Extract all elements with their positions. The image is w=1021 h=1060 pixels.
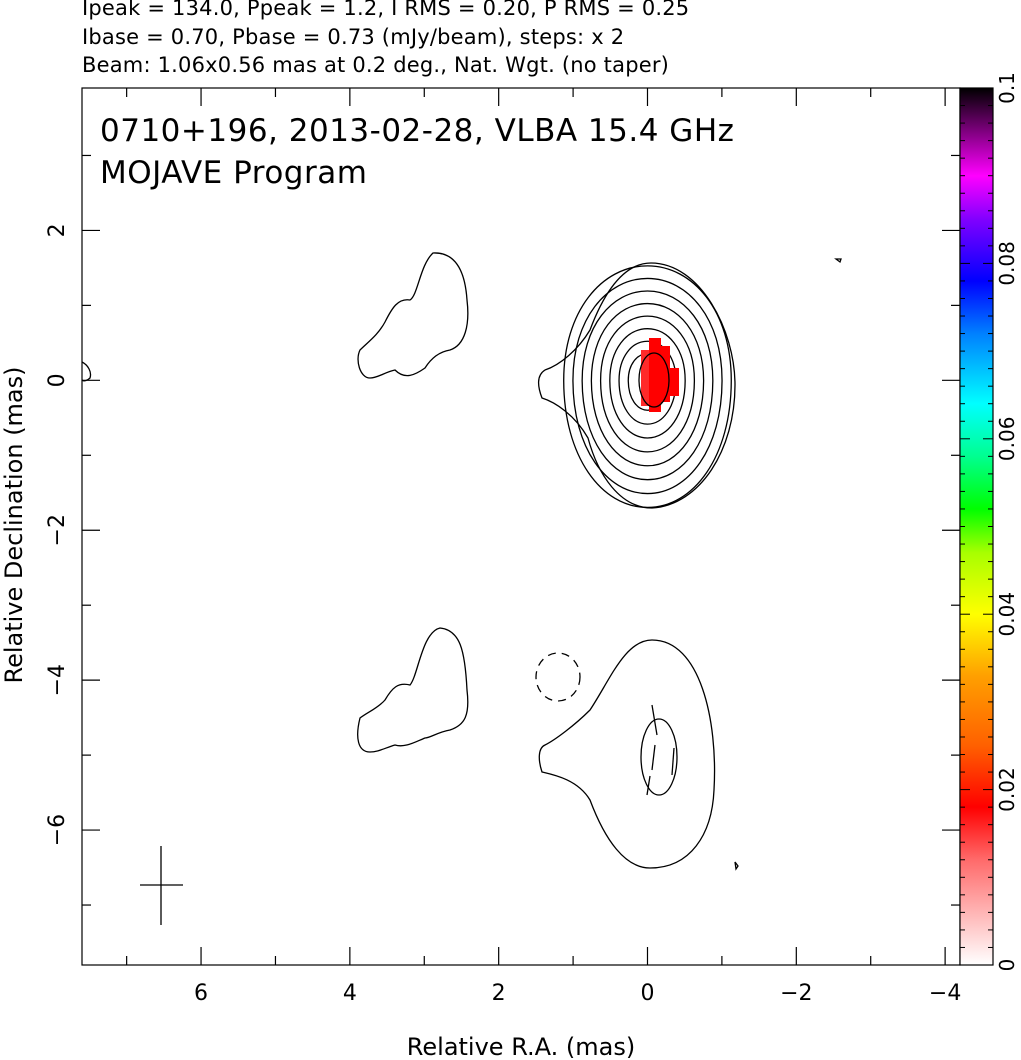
- colorbar-tick-label: 0.04: [995, 592, 1019, 637]
- header-line-1: Ipeak = 134.0, Ppeak = 1.2, I RMS = 0.20…: [82, 0, 690, 20]
- chart-title: 0710+196, 2013-02-28, VLBA 15.4 GHz: [100, 113, 734, 149]
- core-contour-ring: [599, 315, 696, 453]
- y-tick-label: −6: [45, 814, 70, 846]
- jet-blob-contour: [357, 252, 469, 379]
- colorbar-tick-label: 0.02: [995, 767, 1019, 812]
- upper-panel-contours: [82, 252, 842, 509]
- lower-jet-blob-contour: [357, 627, 469, 753]
- edge-contour-fragment: [82, 361, 92, 382]
- evpa-vector: [651, 704, 658, 736]
- y-tick-label: 0: [45, 373, 70, 387]
- colorbar-tick-labels: 0 0.02 0.04 0.06 0.08 0.1: [995, 72, 1019, 971]
- core-inner-contour: [638, 352, 670, 408]
- contour-map: [82, 252, 842, 925]
- core-contour-ring: [563, 265, 732, 509]
- negative-contour-dashed: [535, 652, 581, 702]
- evpa-vector: [671, 747, 675, 776]
- core-contour-ring: [581, 290, 714, 481]
- x-tick-label: 0: [640, 981, 654, 1006]
- colorbar-tick-label: 0: [995, 959, 1019, 972]
- lower-panel-contours: [357, 627, 739, 871]
- core-contour-ring: [572, 277, 723, 495]
- y-axis-label: Relative Declination (mas): [0, 366, 28, 683]
- colorbar-tick-label: 0.08: [995, 241, 1019, 286]
- x-axis-label: Relative R.A. (mas): [407, 1033, 635, 1060]
- y-tick-label: −2: [45, 514, 70, 546]
- contour-outer: [537, 262, 736, 509]
- polarization-peak-pixels: [649, 338, 661, 412]
- evpa-vector: [646, 775, 651, 796]
- core-contour-ring: [609, 328, 686, 439]
- x-tick-label: −4: [929, 981, 961, 1006]
- x-tick-label: −2: [780, 981, 812, 1006]
- header-line-2: Ibase = 0.70, Pbase = 0.73 (mJy/beam), s…: [82, 25, 625, 49]
- evpa-vector: [651, 744, 656, 771]
- header-line-3: Beam: 1.06x0.56 mas at 0.2 deg., Nat. Wg…: [82, 53, 670, 77]
- small-contour-lower-right: [734, 861, 739, 871]
- x-tick-label: 4: [343, 981, 357, 1006]
- axis-ticks: [82, 88, 960, 965]
- y-tick-label: 2: [45, 223, 70, 237]
- lower-inner-contour: [640, 718, 678, 796]
- colorbar-tick-label: 0.06: [995, 417, 1019, 462]
- x-tick-labels: 6 4 2 0 −2 −4: [194, 981, 961, 1006]
- chart-subtitle: MOJAVE Program: [100, 155, 367, 191]
- y-tick-labels: 2 0 −2 −4 −6: [45, 223, 70, 846]
- colorbar-ticks: [960, 87, 993, 966]
- small-contour-right: [834, 258, 842, 264]
- x-tick-label: 2: [492, 981, 506, 1006]
- core-contour-ring: [590, 302, 705, 467]
- lower-outer-contour: [538, 639, 716, 869]
- beam-cross: [140, 846, 183, 925]
- colorbar-tick-label: 0.1: [995, 72, 1019, 104]
- plot-frame: [81, 87, 961, 966]
- colorbar: [959, 87, 994, 966]
- y-tick-label: −4: [45, 664, 70, 696]
- x-tick-label: 6: [194, 981, 208, 1006]
